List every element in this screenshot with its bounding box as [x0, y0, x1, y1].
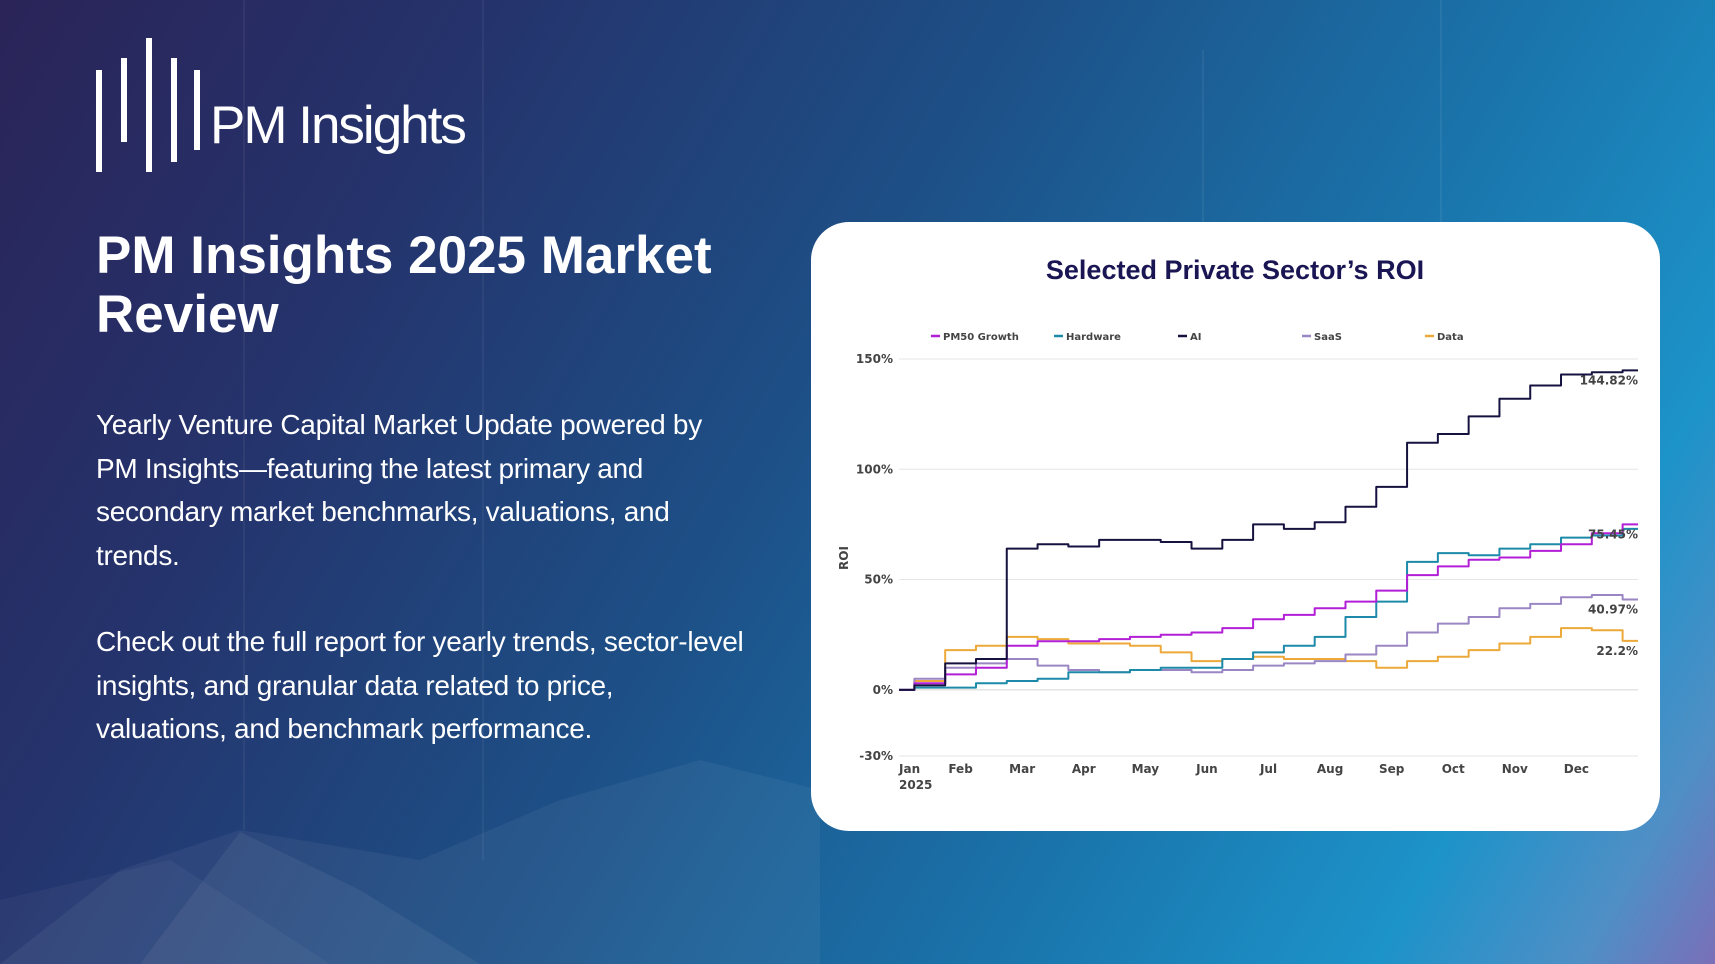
series-line-saas [899, 593, 1638, 691]
series-line-hardware [899, 527, 1638, 691]
x-tick-label: Sep [1379, 762, 1405, 776]
y-tick-label: 100% [856, 462, 893, 476]
y-tick-label: 150% [856, 352, 893, 366]
x-tick-label: Mar [1009, 762, 1035, 776]
end-value-labels: 75.45% 144.82% 40.97% 22.2% [1580, 373, 1638, 657]
roi-line-chart: Selected Private Sector’s ROI 150% 100% 50… [837, 255, 1638, 792]
x-tick-label: Aug [1317, 762, 1343, 776]
roi-chart-card: Selected Private Sector’s ROI 150% 100% 50… [811, 222, 1660, 831]
series-end-label: 144.82% [1580, 373, 1638, 387]
legend-label: Data [1437, 332, 1464, 343]
x-tick-year-label: 2025 [899, 778, 932, 792]
x-tick-label: May [1132, 762, 1160, 776]
logo-bars-icon [96, 38, 200, 172]
chart-legend: PM50 Growth Hardware AI SaaS Data [931, 332, 1464, 343]
x-axis: Jan Feb Mar Apr May Jun Jul Aug Sep Oct Nov Dec 2025 [898, 762, 1589, 792]
y-axis: 150% 100% 50% 0% -30% [856, 352, 893, 763]
x-tick-label: Nov [1502, 762, 1528, 776]
y-tick-label: 50% [864, 573, 893, 587]
legend-label: PM50 Growth [943, 332, 1019, 343]
page-title: PM Insights 2025 Market Review [96, 226, 712, 344]
intro-paragraph-2: Check out the full report for yearly tre… [96, 626, 744, 744]
x-tick-label: Jan [898, 762, 920, 776]
x-tick-label: Dec [1564, 762, 1589, 776]
chart-title: Selected Private Sector’s ROI [1046, 255, 1424, 285]
legend-label: Hardware [1066, 332, 1121, 343]
series-end-label: 22.2% [1596, 644, 1638, 658]
series-line-pm50-growth [899, 523, 1638, 691]
x-tick-label: Oct [1442, 762, 1465, 776]
y-axis-label: ROI [837, 546, 851, 570]
x-tick-label: Jun [1195, 762, 1218, 776]
series-line-data [899, 627, 1638, 691]
series-line-ai [899, 369, 1638, 691]
x-tick-label: Jul [1259, 762, 1277, 776]
y-tick-label: 0% [873, 683, 893, 697]
legend-label: AI [1190, 332, 1201, 343]
x-tick-label: Apr [1072, 762, 1096, 776]
series-end-label: 75.45% [1588, 527, 1638, 541]
intro-paragraph-1: Yearly Venture Capital Market Update pow… [96, 409, 702, 571]
grid-lines [899, 358, 1638, 757]
legend-label: SaaS [1314, 332, 1342, 343]
x-tick-label: Feb [948, 762, 973, 776]
series-end-label: 40.97% [1588, 602, 1638, 616]
series-lines [899, 369, 1638, 691]
brand-name: PM Insights [210, 95, 467, 155]
brand-logo[interactable]: PM Insights [96, 38, 467, 172]
y-tick-label: -30% [859, 749, 893, 763]
